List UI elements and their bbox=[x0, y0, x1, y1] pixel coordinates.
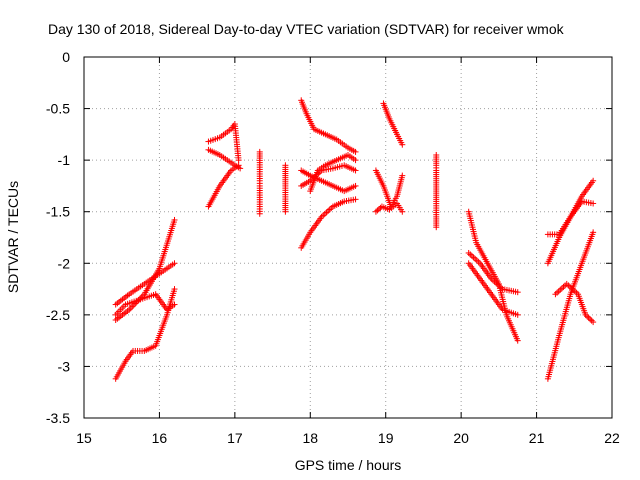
data-point bbox=[352, 182, 359, 189]
y-tick-label: 0 bbox=[62, 49, 70, 65]
x-tick-label: 22 bbox=[604, 430, 620, 446]
data-point bbox=[352, 157, 359, 164]
x-tick-label: 15 bbox=[76, 430, 92, 446]
x-tick-label: 21 bbox=[529, 430, 545, 446]
data-point bbox=[399, 141, 406, 148]
y-tick-label: -0.5 bbox=[46, 101, 70, 117]
axis-ticks bbox=[83, 56, 613, 419]
data-point bbox=[399, 208, 406, 215]
data-point bbox=[171, 286, 178, 293]
x-tick-labels: 15 16 17 18 19 20 21 22 bbox=[76, 430, 620, 446]
data-point bbox=[590, 229, 597, 236]
data-point bbox=[352, 167, 359, 174]
data-point bbox=[514, 311, 521, 318]
data-point bbox=[590, 177, 597, 184]
x-tick-label: 19 bbox=[378, 430, 394, 446]
y-tick-label: -1 bbox=[58, 152, 71, 168]
data-point bbox=[590, 200, 597, 207]
y-tick-label: -3.5 bbox=[46, 410, 70, 426]
data-point bbox=[237, 165, 244, 172]
data-point bbox=[514, 337, 521, 344]
y-tick-labels: 0 -0.5 -1 -1.5 -2 -2.5 -3 -3.5 bbox=[46, 49, 70, 426]
y-tick-label: -3 bbox=[58, 358, 71, 374]
plot-frame bbox=[83, 56, 613, 419]
chart-title: Day 130 of 2018, Sidereal Day-to-day VTE… bbox=[48, 21, 565, 37]
x-axis-label: GPS time / hours bbox=[295, 457, 402, 473]
data-point bbox=[282, 208, 289, 215]
data-point bbox=[399, 172, 406, 179]
x-tick-label: 16 bbox=[152, 430, 168, 446]
x-tick-label: 20 bbox=[453, 430, 469, 446]
data-points bbox=[112, 97, 597, 382]
data-point bbox=[171, 216, 178, 223]
data-point bbox=[235, 157, 242, 164]
y-tick-label: -2.5 bbox=[46, 307, 70, 323]
x-tick-label: 18 bbox=[302, 430, 318, 446]
y-tick-label: -2 bbox=[58, 255, 71, 271]
data-point bbox=[514, 289, 521, 296]
y-axis-label: SDTVAR / TECUs bbox=[5, 181, 21, 293]
data-point bbox=[352, 148, 359, 155]
y-tick-label: -1.5 bbox=[46, 204, 70, 220]
data-point bbox=[352, 196, 359, 203]
data-point bbox=[256, 210, 263, 217]
data-point bbox=[433, 224, 440, 231]
data-point bbox=[171, 260, 178, 267]
data-point bbox=[590, 319, 597, 326]
x-tick-label: 17 bbox=[227, 430, 243, 446]
